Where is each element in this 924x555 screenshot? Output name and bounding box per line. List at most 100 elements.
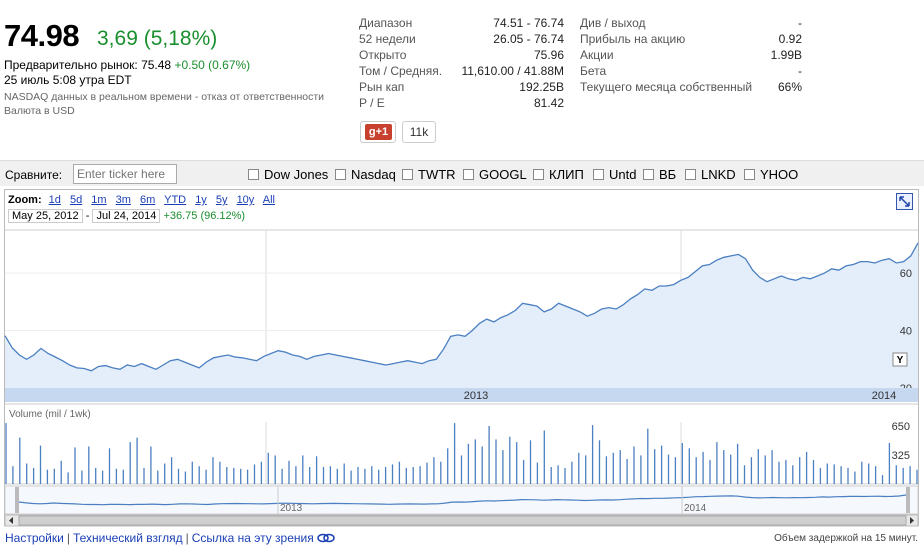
- delay-note: Объем задержкой на 15 минут.: [774, 533, 918, 544]
- stat-row: Прибыль на акцию 0.92: [580, 32, 802, 48]
- checkbox[interactable]: [463, 169, 474, 180]
- compare-ticker-label: Nasdaq: [351, 167, 396, 182]
- premarket-info: Предварительно рынок: 75.48 +0.50 (0.67%…: [4, 58, 250, 72]
- compare-googl[interactable]: GOOGL: [463, 167, 527, 183]
- checkbox[interactable]: [744, 169, 755, 180]
- ticker-input[interactable]: [73, 164, 177, 184]
- stat-value: 1.99B: [770, 48, 802, 62]
- navigator-handle-right: [906, 487, 910, 513]
- stats-table-left: Диапазон 74.51 - 76.74 52 недели 26.05 - 7…: [359, 16, 564, 112]
- gplus-icon: g+1: [365, 124, 392, 140]
- compare-ticker-label: YHOO: [760, 167, 799, 182]
- stat-row: Том / Средняя. 11,610.00 / 41.88M: [359, 64, 564, 80]
- stat-value: -: [798, 16, 802, 30]
- gplus-button[interactable]: g+1: [360, 121, 396, 143]
- volume-plot: Volume (mil / 1wk) 325 650: [5, 403, 918, 485]
- navigator-tick-label: 2013: [280, 503, 303, 514]
- checkbox[interactable]: [685, 169, 696, 180]
- zoom-1y[interactable]: 1y: [195, 194, 207, 206]
- price-plot: 204060Y20132014: [4, 229, 919, 402]
- zoom-1d[interactable]: 1d: [48, 194, 61, 206]
- zoom-label: Zoom:: [8, 194, 42, 206]
- stat-label: Диапазон: [359, 16, 413, 30]
- zoom-6m[interactable]: 6m: [139, 194, 156, 206]
- quote-datetime: 25 июль 5:08 утра EDT: [4, 73, 132, 87]
- compare-yhoo[interactable]: YHOO: [744, 167, 798, 183]
- checkbox[interactable]: [643, 169, 654, 180]
- stat-value: 75.96: [533, 48, 564, 62]
- disclaimer-text[interactable]: NASDAQ данных в реальном времени - отказ…: [4, 91, 325, 103]
- start-date-field[interactable]: May 25, 2012: [8, 209, 83, 223]
- compare-untd[interactable]: Untd: [593, 167, 636, 183]
- stat-row: Рын кап 192.25B: [359, 80, 564, 96]
- stat-label: Див / выход: [580, 16, 646, 30]
- expand-chart-icon[interactable]: [896, 193, 913, 210]
- stat-row: Текущего месяца собственный 66%: [580, 80, 802, 96]
- zoom-10y[interactable]: 10y: [236, 194, 255, 206]
- scroll-right-icon: [910, 517, 914, 524]
- volume-tick-label: 325: [892, 450, 910, 462]
- stat-row: Акции 1.99B: [580, 48, 802, 64]
- zoom-1m[interactable]: 1m: [91, 194, 107, 206]
- stat-label: Акции: [580, 48, 614, 62]
- disclaimer: NASDAQ данных в реальном времени - отказ…: [4, 90, 324, 118]
- x-tick-label: 2014: [872, 390, 896, 402]
- zoom-3m[interactable]: 3m: [115, 194, 131, 206]
- stat-label: 52 недели: [359, 32, 416, 46]
- settings-link[interactable]: Настройки: [5, 531, 64, 545]
- stats-table-right: Див / выход - Прибыль на акцию 0.92 Акции 1…: [580, 16, 802, 96]
- compare-nasdaq[interactable]: Nasdaq: [335, 167, 396, 183]
- zoom-all[interactable]: All: [262, 194, 275, 206]
- compare-ticker-label: ВБ: [659, 167, 677, 182]
- stat-value: 66%: [777, 80, 802, 94]
- stat-label: Прибыль на акцию: [580, 32, 686, 46]
- stat-label: Открыто: [359, 48, 407, 62]
- checkbox[interactable]: [335, 169, 346, 180]
- checkbox[interactable]: [248, 169, 259, 180]
- compare-label: Сравните:: [5, 168, 63, 182]
- checkbox[interactable]: [402, 169, 413, 180]
- stat-label: Текущего месяца собственный: [580, 80, 753, 94]
- compare-dow-jones[interactable]: Dow Jones: [248, 167, 328, 183]
- chain-link-icon[interactable]: [317, 533, 335, 543]
- price-line: [4, 242, 919, 372]
- checkbox[interactable]: [593, 169, 604, 180]
- compare-ticker-label: Dow Jones: [264, 167, 329, 182]
- scrollbar-thumb: [18, 515, 907, 526]
- stat-row: 52 недели 26.05 - 76.74: [359, 32, 564, 48]
- stat-row: Див / выход -: [580, 16, 802, 32]
- compare-twtr[interactable]: TWTR: [402, 167, 456, 183]
- stat-row: Диапазон 74.51 - 76.74: [359, 16, 564, 32]
- checkbox[interactable]: [533, 169, 544, 180]
- zoom-bar: Zoom: 1d 5d 1m 3m 6m YTD 1y 5y 10y All: [8, 194, 281, 206]
- technical-view-link[interactable]: Технический взгляд: [72, 531, 183, 545]
- range-change: +36.75 (96.12%): [163, 210, 246, 222]
- compare-ticker-label: LNKD: [701, 167, 736, 182]
- currency-note: Валюта в USD: [4, 105, 75, 117]
- zoom-5d[interactable]: 5d: [69, 194, 83, 206]
- navigator-track: [4, 485, 919, 515]
- stat-value: 81.42: [533, 96, 564, 110]
- price-change: 3,69 (5,18%): [97, 27, 218, 50]
- stat-value: 11,610.00 / 41.88M: [461, 64, 564, 78]
- stat-row: Открыто 75.96: [359, 48, 564, 64]
- compare-lnkd[interactable]: LNKD: [685, 167, 736, 183]
- x-axis-band: [5, 388, 918, 402]
- compare-ticker-label: КЛИП: [549, 167, 584, 182]
- stat-label: Бета: [580, 64, 607, 78]
- zoom-ytd[interactable]: YTD: [164, 194, 187, 206]
- zoom-5y[interactable]: 5y: [215, 194, 228, 206]
- stat-label: P / E: [359, 96, 385, 110]
- footer-links: Настройки | Технический взгляд | Ссылка на э…: [5, 531, 335, 545]
- axis-settings-icon: Y: [897, 355, 904, 366]
- stat-value: 192.25B: [519, 80, 564, 94]
- link-to-view[interactable]: Ссылка на эту зрения: [191, 531, 314, 545]
- stat-label: Том / Средняя.: [359, 64, 443, 78]
- compare-klip[interactable]: КЛИП: [533, 167, 584, 183]
- end-date-field[interactable]: Jul 24, 2014: [92, 209, 161, 223]
- date-range: May 25, 2012 - Jul 24, 2014 +36.75 (96.1…: [8, 209, 245, 223]
- scroll-left-icon: [9, 517, 13, 524]
- gplus-count: 11k: [402, 121, 436, 143]
- compare-vb[interactable]: ВБ: [643, 167, 676, 183]
